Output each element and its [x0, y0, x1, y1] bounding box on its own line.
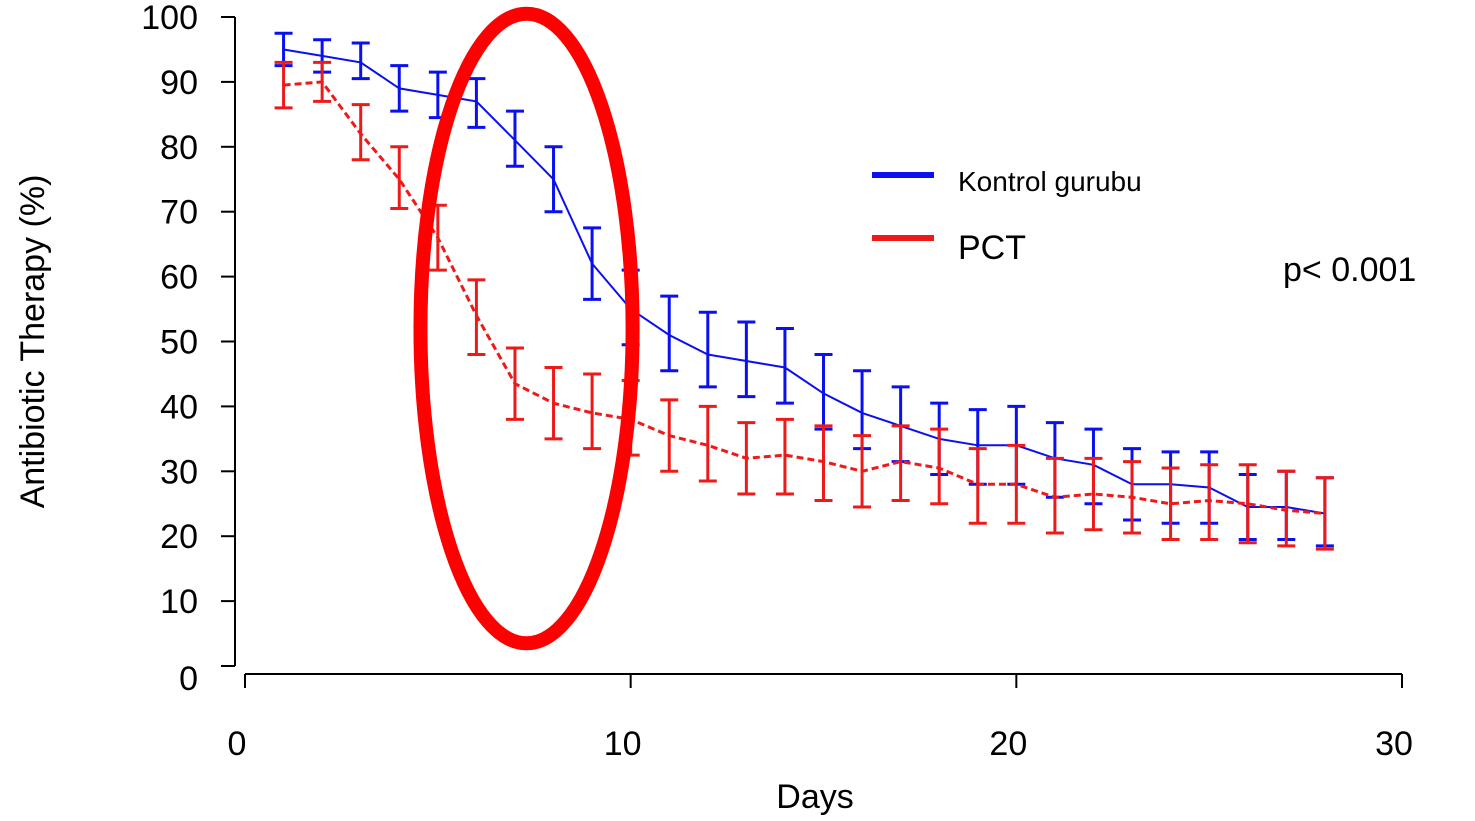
data-point	[1014, 482, 1018, 486]
data-point	[706, 443, 710, 447]
y-tick-label: 20	[160, 518, 198, 556]
y-ticks: 0 10 20 30 40 50 60 70 80 90 100	[141, 0, 235, 698]
data-point	[282, 47, 286, 51]
error-bar	[930, 427, 949, 506]
highlight-ellipse	[413, 6, 640, 651]
data-point	[590, 262, 594, 266]
error-bar	[737, 320, 756, 399]
error-bar	[775, 417, 794, 496]
data-point	[513, 138, 517, 142]
series-line	[283, 80, 1326, 515]
data-point	[552, 177, 556, 181]
error-bar	[698, 310, 717, 389]
data-point	[744, 456, 748, 460]
legend-label: Kontrol gurubu	[958, 166, 1142, 197]
data-point	[667, 333, 671, 337]
data-point	[822, 460, 825, 464]
y-tick-label: 10	[160, 583, 198, 621]
data-point	[899, 460, 903, 464]
data-point	[822, 391, 825, 395]
data-point	[1246, 502, 1250, 506]
data-point	[552, 401, 556, 405]
y-tick-label: 100	[141, 0, 198, 37]
data-point	[937, 466, 941, 470]
data-point	[860, 469, 864, 473]
error-bar	[660, 294, 679, 373]
data-point	[513, 382, 517, 386]
y-tick-label: 90	[160, 64, 198, 102]
series-line	[283, 48, 1326, 515]
x-tick-label: 10	[604, 725, 642, 763]
data-point	[397, 177, 401, 181]
data-point	[1323, 511, 1327, 515]
legend-label: PCT	[958, 229, 1026, 267]
error-bar	[1045, 456, 1064, 535]
data-point	[320, 54, 324, 58]
data-point	[436, 93, 440, 97]
y-tick-label: 0	[179, 660, 198, 698]
data-point	[976, 482, 980, 486]
y-tick-label: 60	[160, 259, 198, 297]
p-value-annotation: p< 0.001	[1283, 251, 1416, 289]
error-bar	[1277, 469, 1296, 548]
data-point	[359, 60, 363, 64]
y-tick-label: 50	[160, 324, 198, 362]
data-point	[1169, 502, 1173, 506]
data-point	[1207, 499, 1211, 503]
data-point	[436, 236, 440, 240]
data-point	[474, 314, 478, 318]
y-tick-label: 70	[160, 194, 198, 232]
data-point	[783, 453, 787, 457]
y-tick-label: 30	[160, 453, 198, 491]
data-point	[359, 132, 363, 136]
error-bar	[583, 372, 602, 451]
error-bar	[698, 404, 717, 483]
data-point	[282, 83, 286, 87]
legend: Kontrol gurubu PCT	[872, 166, 1142, 267]
x-tick-label: 30	[1375, 725, 1413, 763]
error-bar	[814, 352, 833, 431]
x-axis-title: Days	[776, 778, 853, 816]
error-bar	[1200, 463, 1219, 541]
error-bar	[891, 424, 910, 503]
data-point	[783, 365, 787, 369]
data-point	[474, 99, 478, 103]
data-point	[590, 411, 594, 415]
y-tick-label: 40	[160, 388, 198, 426]
x-tick-label: 0	[228, 725, 247, 763]
error-bar	[968, 447, 987, 525]
data-point	[1053, 495, 1057, 499]
data-point	[1091, 492, 1095, 496]
error-bar	[814, 424, 833, 503]
data-point	[706, 352, 710, 356]
y-axis-title: Antibiotic Therapy (%)	[14, 175, 52, 509]
axes	[234, 17, 1402, 675]
data-point	[744, 359, 748, 363]
error-bar	[775, 327, 794, 405]
data-point	[667, 434, 671, 438]
x-ticks: 0 10 20 30	[228, 674, 1413, 763]
error-bar	[467, 77, 486, 129]
error-bar	[390, 145, 409, 210]
data-point	[976, 443, 980, 447]
data-point	[397, 86, 401, 90]
y-tick-label: 80	[160, 129, 198, 167]
data-point	[1284, 508, 1288, 512]
data-point	[860, 411, 864, 415]
data-point	[320, 80, 324, 84]
data-point	[1130, 495, 1134, 499]
error-bar	[505, 109, 524, 168]
error-bar	[351, 41, 370, 81]
x-tick-label: 20	[989, 725, 1027, 763]
